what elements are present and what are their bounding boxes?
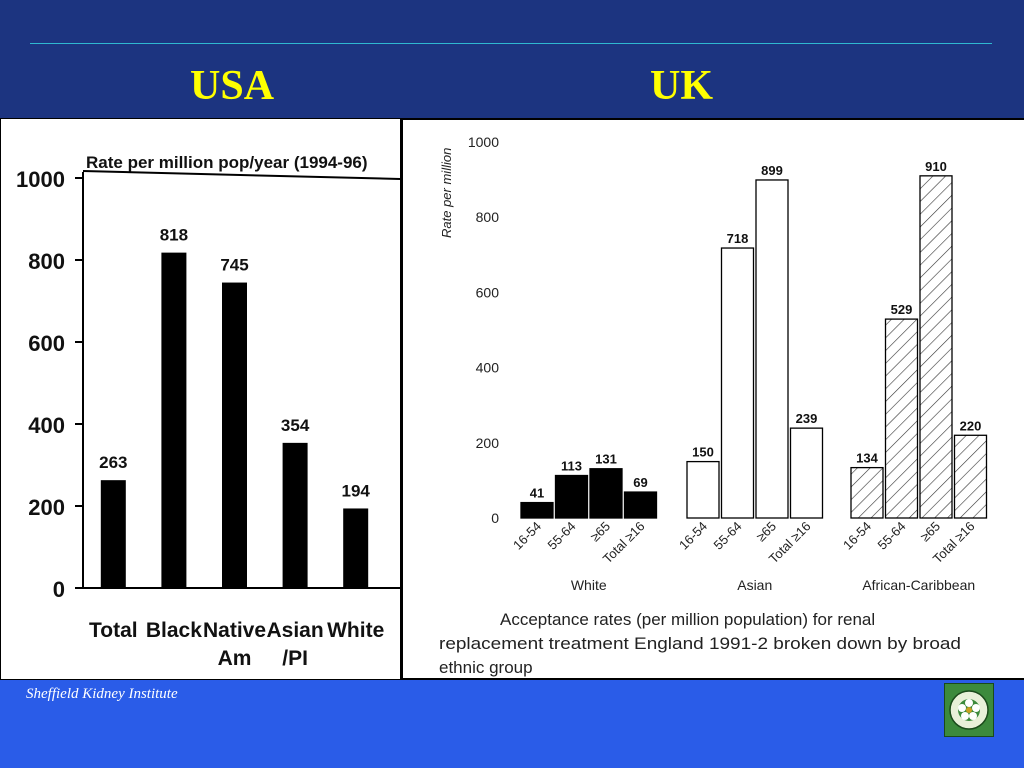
data-label: 263	[99, 453, 127, 472]
category-label: Black	[146, 619, 202, 642]
bar	[554, 474, 589, 519]
bar	[884, 318, 919, 519]
group-label: African-Caribbean	[862, 577, 975, 593]
category-label: 16-54	[676, 519, 710, 553]
data-label: 41	[530, 486, 544, 501]
usa-chart-panel: Rate per million pop/year (1994-96) 0 200 4…	[0, 118, 401, 680]
caption-line: Acceptance rates (per million population…	[500, 610, 875, 629]
bar	[850, 466, 884, 519]
category-label: Asian	[267, 619, 324, 642]
bar	[686, 460, 720, 519]
category-label: Native	[203, 619, 266, 642]
category-label: 55-64	[875, 519, 909, 553]
data-label: 239	[796, 411, 818, 426]
y-tick-label: 1000	[16, 167, 65, 192]
data-label: 220	[960, 418, 982, 433]
data-label: 718	[727, 231, 749, 246]
group-label: Asian	[737, 577, 772, 593]
data-label: 113	[561, 459, 582, 474]
y-tick-label: 600	[476, 284, 500, 300]
y-tick-label: 0	[53, 577, 65, 602]
y-tick-label: 0	[491, 510, 499, 526]
y-tick-label: 200	[28, 495, 65, 520]
usa-chart: Rate per million pop/year (1994-96) 0 200 4…	[16, 153, 400, 670]
bar	[919, 175, 953, 519]
category-label: 16-54	[510, 519, 544, 553]
category-label: 55-64	[711, 519, 745, 553]
data-label: 131	[595, 452, 617, 467]
kidney-institute-logo-icon	[944, 683, 994, 737]
uk-chart-panel: Rate per million 0 200 400 600 800 1000 41 16-54…	[401, 118, 1024, 680]
caption-line: ethnic group	[439, 658, 533, 677]
data-label: 134	[856, 451, 878, 466]
data-label: 899	[761, 163, 783, 178]
bar	[589, 468, 623, 519]
y-tick-label: 1000	[468, 134, 499, 150]
y-axis-label: Rate per million	[439, 148, 454, 238]
data-label: 745	[220, 256, 248, 275]
category-label: ≥65	[753, 519, 779, 545]
data-label: 150	[692, 445, 714, 460]
uk-heading: UK	[650, 63, 713, 109]
bar	[623, 491, 658, 519]
category-label: ≥65	[917, 519, 943, 545]
bar	[100, 480, 126, 588]
y-tick-label: 400	[28, 413, 65, 438]
group-label: White	[571, 577, 607, 593]
data-label: 194	[342, 481, 371, 500]
y-tick-label: 600	[28, 331, 65, 356]
category-label: ≥65	[587, 519, 613, 545]
category-label: 16-54	[840, 519, 874, 553]
bar	[520, 501, 554, 519]
category-label: 55-64	[545, 519, 579, 553]
data-label: 354	[281, 416, 310, 435]
bar	[282, 442, 308, 588]
footer-text: Sheffield Kidney Institute	[26, 686, 178, 702]
y-tick-label: 400	[476, 360, 500, 376]
bar	[789, 427, 824, 519]
category-label: /PI	[282, 647, 308, 670]
usa-heading: USA	[190, 63, 275, 109]
bar	[343, 508, 369, 588]
y-tick-label: 800	[476, 209, 500, 225]
uk-chart: Rate per million 0 200 400 600 800 1000 41 16-54…	[439, 134, 988, 677]
category-label: White	[327, 619, 384, 642]
data-label: 818	[160, 226, 188, 245]
chart-title: Rate per million pop/year (1994-96)	[86, 153, 368, 172]
data-label: 529	[891, 302, 913, 317]
bar	[222, 282, 247, 588]
bar	[161, 252, 187, 588]
bar	[755, 179, 789, 519]
y-tick-label: 800	[28, 249, 65, 274]
category-label: Total	[89, 619, 138, 642]
category-label: Am	[218, 647, 252, 670]
y-tick-label: 200	[476, 435, 500, 451]
bar	[720, 247, 755, 519]
data-label: 69	[633, 475, 647, 490]
data-label: 910	[925, 159, 947, 174]
top-rule	[30, 43, 992, 44]
footer-band	[0, 680, 1024, 768]
caption-line: replacement treatment England 1991-2 bro…	[439, 634, 961, 653]
bar	[953, 434, 988, 519]
frame-top	[82, 170, 400, 180]
